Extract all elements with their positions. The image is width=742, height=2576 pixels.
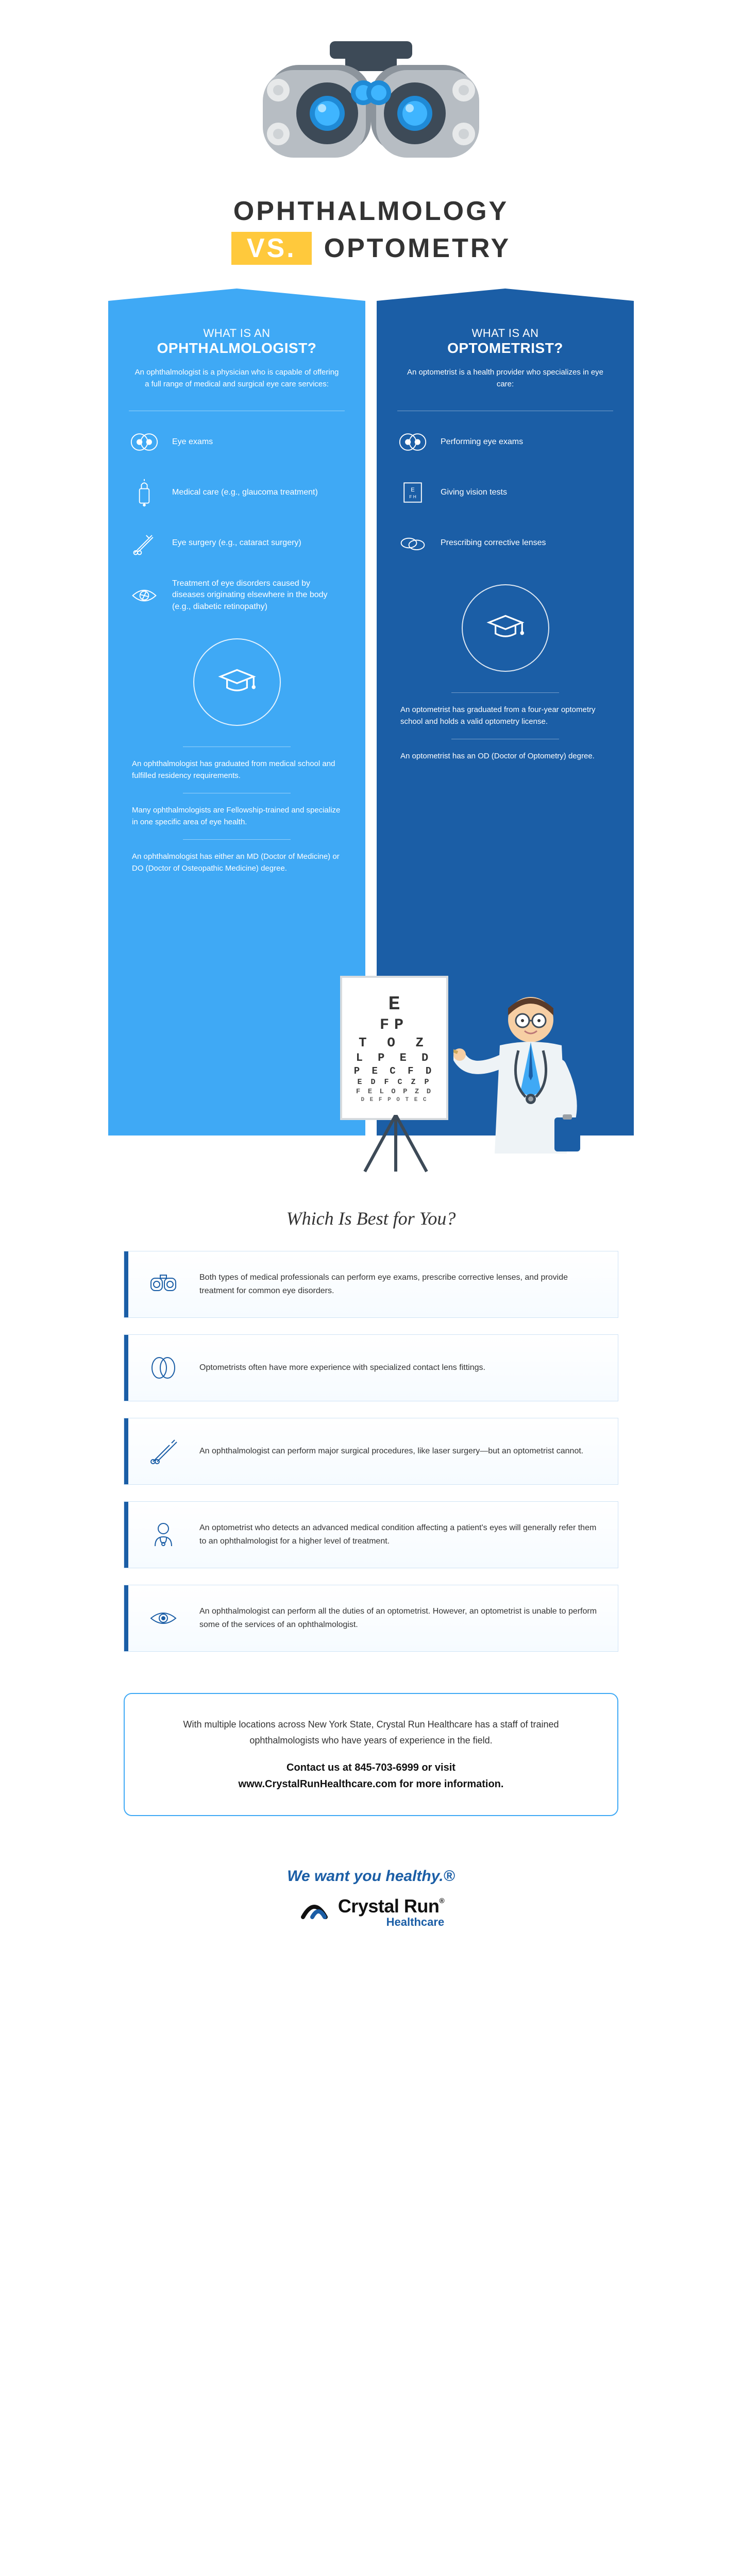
contact-lens-icon bbox=[145, 1349, 182, 1386]
best-card: Optometrists often have more experience … bbox=[124, 1334, 618, 1401]
retina-icon bbox=[129, 580, 160, 611]
eye-exam-icon bbox=[129, 427, 160, 457]
ophth-intro: An ophthalmologist is a physician who is… bbox=[129, 367, 345, 390]
best-card: An ophthalmologist can perform all the d… bbox=[124, 1585, 618, 1652]
brand-mark-icon bbox=[298, 1894, 331, 1930]
opto-title: OPTOMETRIST? bbox=[397, 340, 613, 357]
doctor-icon bbox=[145, 1516, 182, 1553]
svc-text: Medical care (e.g., glaucoma treatment) bbox=[172, 487, 318, 498]
eye-outline-icon bbox=[145, 1600, 182, 1637]
svc-text: Treatment of eye disorders caused by dis… bbox=[172, 578, 345, 613]
which-is-best-title: Which Is Best for You? bbox=[286, 1208, 456, 1229]
brand-reg: ® bbox=[439, 1896, 444, 1905]
ophth-title: OPHTHALMOLOGIST? bbox=[129, 340, 345, 357]
brand-name: Crystal Run bbox=[338, 1895, 440, 1917]
ophth-title-pre: WHAT IS AN bbox=[129, 327, 345, 340]
hero-line-2b: OPTOMETRY bbox=[324, 233, 511, 264]
svc-row: Medical care (e.g., glaucoma treatment) bbox=[129, 477, 345, 508]
graduation-icon bbox=[397, 584, 613, 672]
graduation-icon bbox=[129, 638, 345, 726]
cta-box: With multiple locations across New York … bbox=[124, 1693, 618, 1816]
svc-text: Giving vision tests bbox=[441, 487, 507, 498]
svg-text:F H: F H bbox=[409, 494, 416, 499]
cta-contact-line2: www.CrystalRunHealthcare.com for more in… bbox=[156, 1776, 586, 1792]
cta-about: With multiple locations across New York … bbox=[156, 1717, 586, 1748]
cred-text: An optometrist has graduated from a four… bbox=[397, 704, 613, 727]
cta-contact-line1: Contact us at 845-703-6999 or visit bbox=[156, 1759, 586, 1776]
svc-text: Performing eye exams bbox=[441, 436, 523, 448]
hero-line-1: OPHTHALMOLOGY bbox=[231, 196, 511, 227]
opto-title-pre: WHAT IS AN bbox=[397, 327, 613, 340]
cred-text: Many ophthalmologists are Fellowship-tra… bbox=[129, 805, 345, 828]
svc-row: Treatment of eye disorders caused by dis… bbox=[129, 578, 345, 613]
lenses-icon bbox=[397, 528, 428, 558]
best-card: An optometrist who detects an advanced m… bbox=[124, 1501, 618, 1568]
opto-intro: An optometrist is a health provider who … bbox=[397, 367, 613, 390]
hero-title: OPHTHALMOLOGY VS. OPTOMETRY bbox=[231, 196, 511, 265]
optometrist-column: WHAT IS AN OPTOMETRIST? An optometrist i… bbox=[377, 301, 634, 1136]
svg-text:E: E bbox=[411, 487, 414, 493]
brand-logo: Crystal Run® Healthcare bbox=[298, 1894, 444, 1930]
dropper-icon bbox=[129, 477, 160, 508]
cred-text: An ophthalmologist has either an MD (Doc… bbox=[129, 851, 345, 874]
svc-row: Eye surgery (e.g., cataract surgery) bbox=[129, 528, 345, 558]
vs-badge: VS. bbox=[231, 232, 312, 265]
ophthalmologist-column: WHAT IS AN OPHTHALMOLOGIST? An ophthalmo… bbox=[108, 301, 365, 1136]
svc-row: Eye exams bbox=[129, 427, 345, 457]
vision-test-icon: E F H bbox=[397, 477, 428, 508]
svc-text: Prescribing corrective lenses bbox=[441, 537, 546, 549]
eye-exam-icon bbox=[397, 427, 428, 457]
best-card: Both types of medical professionals can … bbox=[124, 1251, 618, 1318]
svc-row: Prescribing corrective lenses bbox=[397, 528, 613, 558]
cred-text: An optometrist has an OD (Doctor of Opto… bbox=[397, 751, 613, 762]
surgery-tools-icon bbox=[145, 1433, 182, 1470]
svc-row: Performing eye exams bbox=[397, 427, 613, 457]
phoropter-small-icon bbox=[145, 1266, 182, 1303]
surgery-tools-icon bbox=[129, 528, 160, 558]
footer-tagline: We want you healthy.® bbox=[287, 1868, 455, 1885]
brand-sub: Healthcare bbox=[338, 1917, 444, 1928]
best-card: An ophthalmologist can perform major sur… bbox=[124, 1418, 618, 1485]
svc-text: Eye surgery (e.g., cataract surgery) bbox=[172, 537, 301, 549]
svc-row: E F H Giving vision tests bbox=[397, 477, 613, 508]
phoropter-illustration bbox=[237, 31, 505, 175]
cred-text: An ophthalmologist has graduated from me… bbox=[129, 758, 345, 782]
svc-text: Eye exams bbox=[172, 436, 213, 448]
